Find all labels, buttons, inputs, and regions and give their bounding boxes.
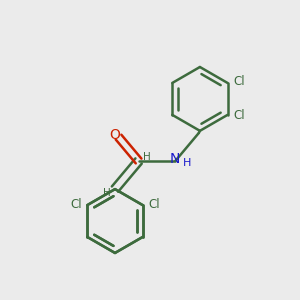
- Text: Cl: Cl: [234, 75, 245, 88]
- Text: Cl: Cl: [234, 110, 245, 122]
- Text: H: H: [103, 188, 111, 198]
- Text: H: H: [182, 158, 191, 168]
- Text: N: N: [170, 152, 181, 166]
- Text: Cl: Cl: [148, 198, 160, 211]
- Text: Cl: Cl: [70, 198, 82, 211]
- Text: O: O: [109, 128, 120, 142]
- Text: H: H: [143, 152, 151, 162]
